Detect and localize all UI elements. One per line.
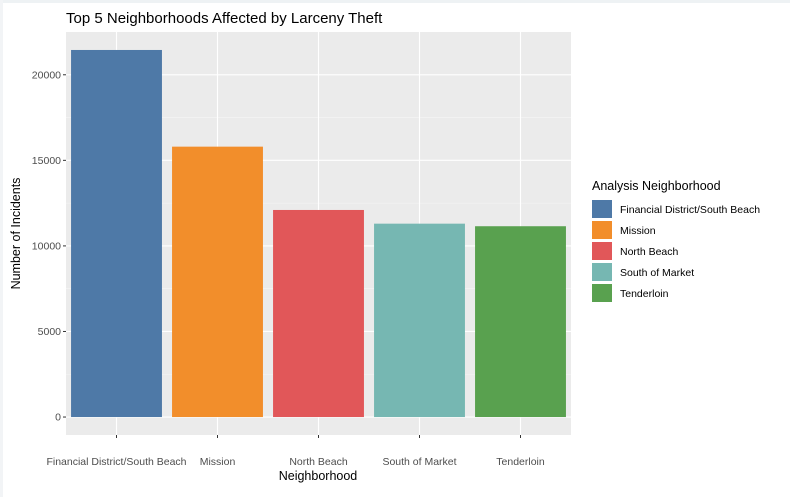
x-tick-label: Financial District/South Beach [46,456,186,468]
y-axis: 0 5000 10000 15000 20000 [32,69,66,424]
y-tick-label: 5000 [38,326,62,338]
legend-label: North Beach [620,246,679,258]
y-tick-label: 15000 [32,155,61,167]
legend-label: Mission [620,225,656,237]
chart-title: Top 5 Neighborhoods Affected by Larceny … [66,10,383,27]
bar [475,226,566,418]
bar [71,49,162,418]
bars [71,49,566,418]
legend-swatch [592,242,612,260]
x-tick-label: Mission [200,456,236,468]
y-tick-label: 20000 [32,69,61,81]
y-axis-title: Number of Incidents [9,178,23,290]
legend-swatch [592,221,612,239]
x-tick-label: North Beach [289,456,348,468]
y-tick-label: 0 [55,412,61,424]
legend-swatch [592,284,612,302]
x-tick-label: Tenderloin [496,456,545,468]
y-tick-label: 10000 [32,240,61,252]
x-tick-label: South of Market [382,456,456,468]
bar [273,209,364,418]
bar [172,146,263,418]
window-top-border [0,0,790,3]
legend-swatch [592,200,612,218]
x-axis: Financial District/South Beach Mission Nor… [46,435,545,468]
legend-title: Analysis Neighborhood [592,179,721,193]
legend-label: Financial District/South Beach [620,204,760,216]
legend-label: South of Market [620,267,694,279]
legend-swatch [592,263,612,281]
window-left-border [0,0,3,497]
legend: Financial District/South Beach Mission Nor… [592,200,760,302]
legend-label: Tenderloin [620,288,669,300]
x-axis-title: Neighborhood [279,469,358,483]
bar [374,223,465,418]
